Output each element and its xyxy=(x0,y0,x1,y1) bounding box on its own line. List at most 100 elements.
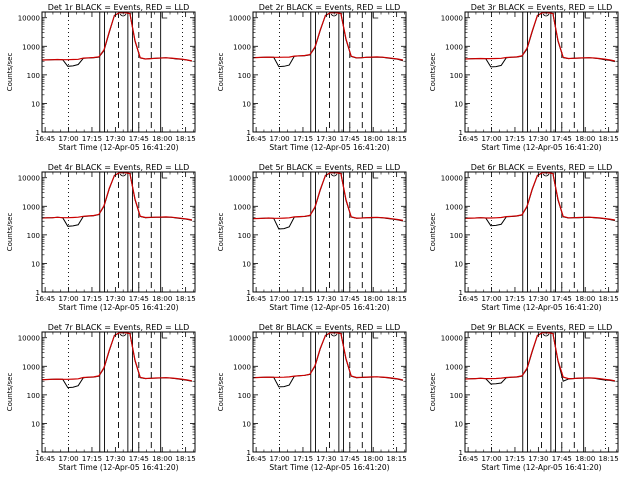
top-marker xyxy=(119,173,127,177)
y-tick-label: 100 xyxy=(450,392,463,400)
x-tick-label: 17:00 xyxy=(58,295,78,303)
top-marker xyxy=(372,333,379,339)
y-tick-label: 1000 xyxy=(233,203,251,211)
x-tick-label: 18:15 xyxy=(176,295,196,303)
x-tick-label: 17:30 xyxy=(528,135,548,143)
y-tick-label: 10 xyxy=(31,260,40,268)
y-tick-label: 10000 xyxy=(18,15,40,23)
events-series-line xyxy=(465,332,615,385)
x-tick-label: 17:45 xyxy=(552,135,572,143)
y-tick-label: 100 xyxy=(238,392,251,400)
y-tick-label: 100 xyxy=(450,232,463,240)
x-tick-label: 18:15 xyxy=(176,135,196,143)
y-tick-label: 1000 xyxy=(233,363,251,371)
y-tick-label: 10000 xyxy=(229,335,251,343)
x-tick-label: 16:45 xyxy=(35,455,55,463)
y-tick-label: 10000 xyxy=(441,335,463,343)
x-tick-label: 17:00 xyxy=(58,455,78,463)
top-marker xyxy=(372,173,379,179)
y-axis-label: Counts/sec xyxy=(6,213,14,252)
x-tick-label: 17:30 xyxy=(316,455,336,463)
top-marker xyxy=(119,333,127,337)
x-tick-label: 17:30 xyxy=(316,135,336,143)
y-tick-label: 10000 xyxy=(18,175,40,183)
x-axis-label: Start Time (12-Apr-05 16:41:20) xyxy=(269,463,389,472)
x-tick-label: 17:00 xyxy=(481,295,501,303)
y-tick-label: 1000 xyxy=(445,203,463,211)
x-tick-label: 17:15 xyxy=(505,455,525,463)
x-tick-label: 17:15 xyxy=(505,135,525,143)
x-tick-label: 16:45 xyxy=(246,455,266,463)
y-axis-label: Counts/sec xyxy=(217,53,225,92)
x-axis-label: Start Time (12-Apr-05 16:41:20) xyxy=(58,303,178,312)
y-tick-label: 1000 xyxy=(445,363,463,371)
x-tick-label: 16:45 xyxy=(458,295,478,303)
panel-title: Det 4r BLACK = Events, RED = LLD xyxy=(48,163,190,172)
x-tick-label: 18:00 xyxy=(575,455,595,463)
top-marker xyxy=(161,13,168,19)
y-axis-label: Counts/sec xyxy=(217,373,225,412)
y-tick-label: 1 xyxy=(36,449,40,457)
detector-panel-5: Det 5r BLACK = Events, RED = LLD 1 10 100 10… xyxy=(217,163,407,312)
x-tick-label: 17:30 xyxy=(105,295,125,303)
x-tick-label: 18:15 xyxy=(387,135,407,143)
y-tick-label: 10000 xyxy=(441,175,463,183)
lld-series-line xyxy=(465,172,616,221)
x-tick-label: 18:15 xyxy=(176,455,196,463)
x-tick-label: 17:45 xyxy=(340,135,360,143)
x-tick-label: 17:45 xyxy=(552,295,572,303)
x-tick-label: 16:45 xyxy=(35,295,55,303)
panel-title: Det 9r BLACK = Events, RED = LLD xyxy=(471,323,613,332)
detector-panel-8: Det 8r BLACK = Events, RED = LLD 1 10 100 10… xyxy=(217,323,407,472)
x-tick-label: 17:45 xyxy=(129,295,149,303)
y-tick-label: 1000 xyxy=(22,363,40,371)
y-tick-label: 1 xyxy=(459,129,463,137)
x-tick-label: 16:45 xyxy=(458,135,478,143)
plot-frame xyxy=(464,11,619,133)
x-axis-label: Start Time (12-Apr-05 16:41:20) xyxy=(269,143,389,152)
x-tick-label: 17:15 xyxy=(293,295,313,303)
y-tick-label: 1 xyxy=(247,129,251,137)
x-axis-label: Start Time (12-Apr-05 16:41:20) xyxy=(481,463,601,472)
y-tick-label: 100 xyxy=(238,232,251,240)
panel-title: Det 2r BLACK = Events, RED = LLD xyxy=(259,3,401,12)
y-tick-label: 1000 xyxy=(22,43,40,51)
x-tick-label: 16:45 xyxy=(246,135,266,143)
y-tick-label: 1 xyxy=(459,289,463,297)
y-axis-label: Counts/sec xyxy=(429,53,437,92)
x-axis-label: Start Time (12-Apr-05 16:41:20) xyxy=(269,303,389,312)
lld-series-line xyxy=(253,332,404,381)
top-marker xyxy=(542,173,550,177)
detector-panel-3: Det 3r BLACK = Events, RED = LLD 1 10 100 10… xyxy=(429,3,619,152)
x-tick-label: 17:00 xyxy=(269,455,289,463)
top-marker xyxy=(542,13,550,17)
x-axis-label: Start Time (12-Apr-05 16:41:20) xyxy=(481,143,601,152)
y-tick-label: 10 xyxy=(242,260,251,268)
x-tick-label: 18:00 xyxy=(575,135,595,143)
x-tick-label: 17:45 xyxy=(340,295,360,303)
x-tick-label: 18:00 xyxy=(152,295,172,303)
x-axis-label: Start Time (12-Apr-05 16:41:20) xyxy=(58,463,178,472)
x-tick-label: 18:15 xyxy=(599,455,619,463)
top-marker xyxy=(372,13,379,19)
lld-series-line xyxy=(253,172,404,221)
x-tick-label: 18:00 xyxy=(152,455,172,463)
events-series-line xyxy=(253,332,404,388)
y-tick-label: 100 xyxy=(27,392,40,400)
x-tick-label: 17:15 xyxy=(82,135,102,143)
plot-frame xyxy=(252,171,407,293)
x-tick-label: 18:15 xyxy=(599,295,619,303)
x-tick-label: 16:45 xyxy=(35,135,55,143)
plot-frame xyxy=(41,171,196,293)
x-tick-label: 17:45 xyxy=(340,455,360,463)
plot-frame xyxy=(252,331,407,453)
top-marker xyxy=(584,173,591,179)
y-axis-label: Counts/sec xyxy=(6,53,14,92)
top-marker xyxy=(542,333,550,337)
x-tick-label: 18:00 xyxy=(363,295,383,303)
x-axis-label: Start Time (12-Apr-05 16:41:20) xyxy=(58,143,178,152)
y-axis-label: Counts/sec xyxy=(429,373,437,412)
x-tick-label: 17:00 xyxy=(269,295,289,303)
top-marker xyxy=(161,173,168,179)
panel-title: Det 5r BLACK = Events, RED = LLD xyxy=(259,163,401,172)
